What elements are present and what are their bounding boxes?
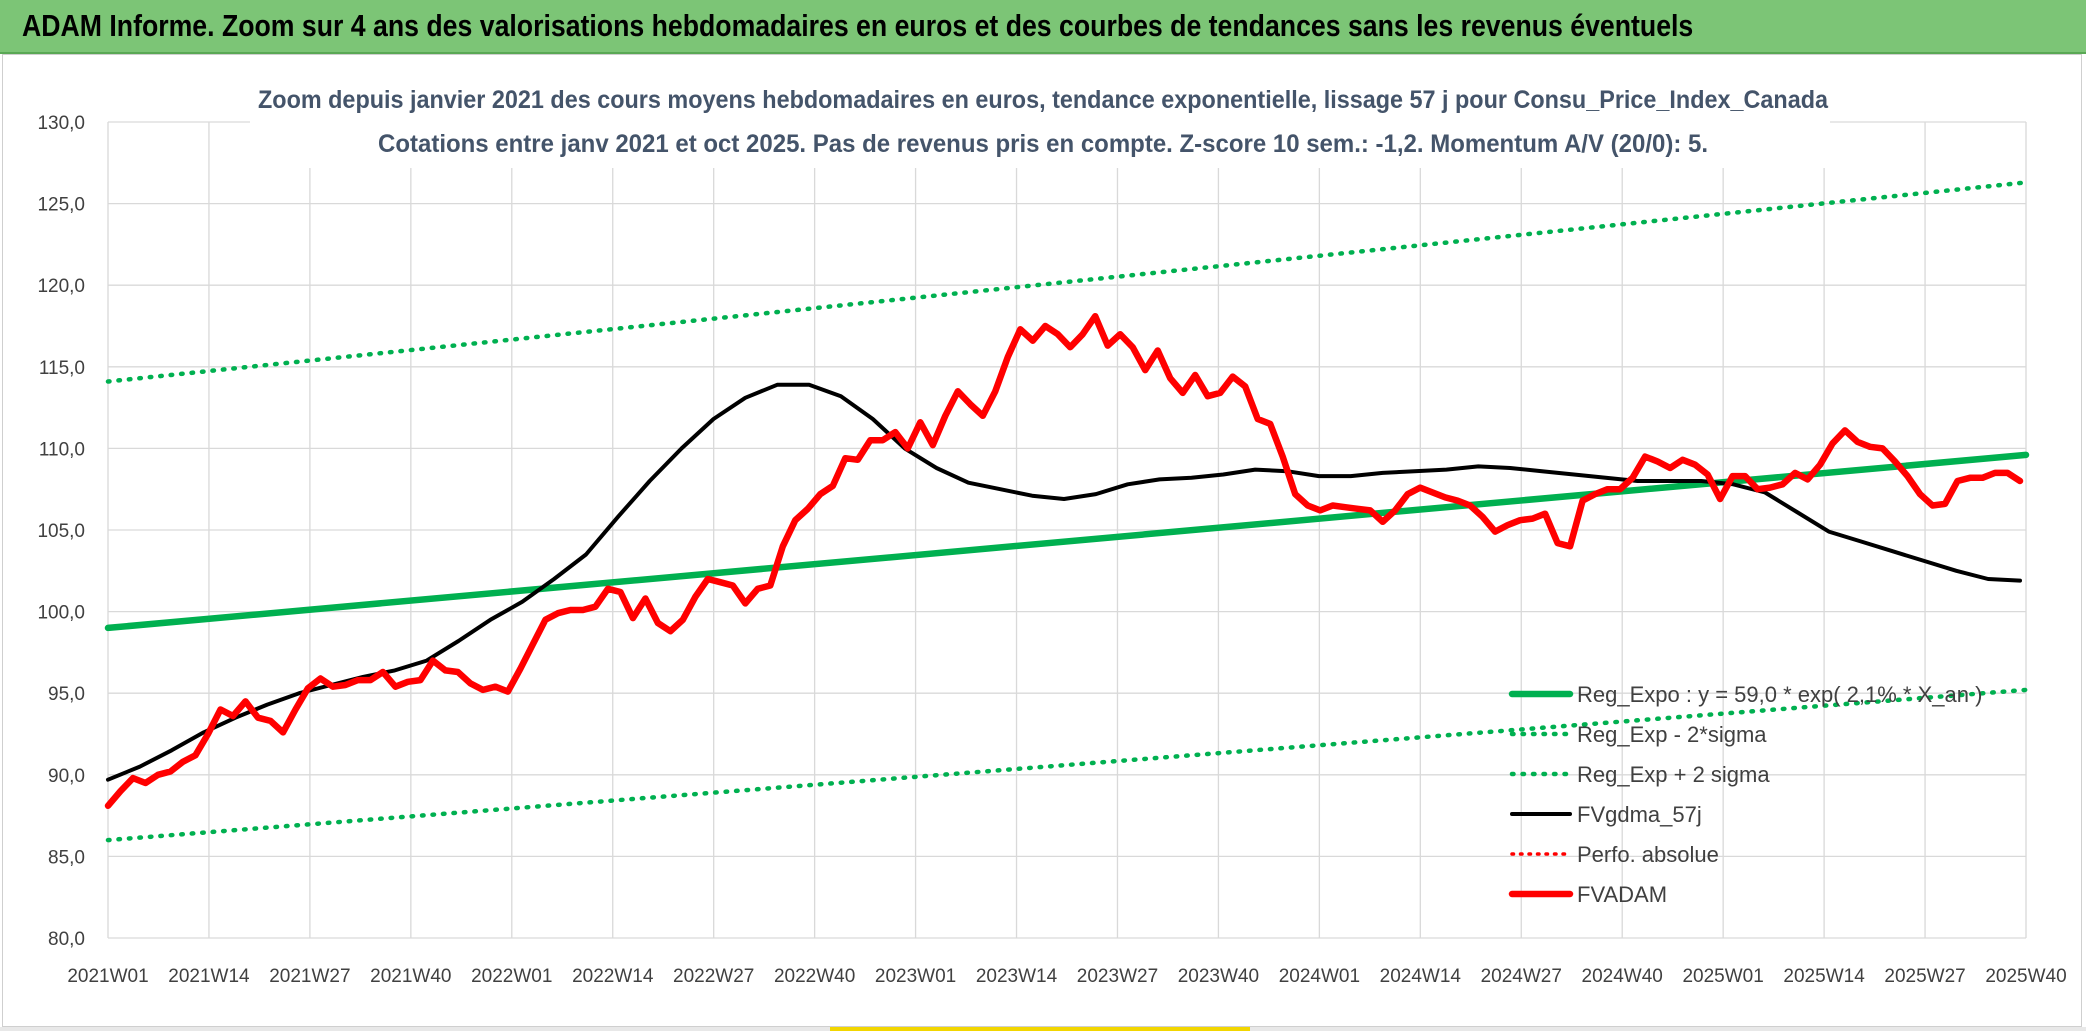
legend: Reg_Expo : y = 59,0 * exp( 2,1% * X_an )…	[1508, 682, 1982, 907]
y-axis-ticks: 80,0 85,0 90,0 95,0 100,0 105,0 110,0 115,0 120,…	[37, 113, 85, 950]
y-tick-label: 80,0	[48, 929, 85, 950]
x-tick-label: 2024W01	[1279, 966, 1360, 987]
y-tick-label: 85,0	[48, 847, 85, 868]
x-tick-label: 2023W01	[875, 966, 956, 987]
x-tick-label: 2025W01	[1682, 966, 1763, 987]
legend-label-fvadam: FVADAM	[1577, 882, 1667, 907]
chart-title-line-2: Cotations entre janv 2021 et oct 2025. P…	[378, 130, 1708, 158]
legend-label-perfo: Perfo. absolue	[1577, 842, 1719, 867]
x-tick-label: 2022W14	[572, 966, 654, 987]
chart-title: Zoom depuis janvier 2021 des cours moyen…	[250, 76, 1830, 168]
y-tick-label: 105,0	[37, 521, 85, 542]
x-tick-label: 2021W27	[269, 966, 350, 987]
legend-label-reg-exp-plus: Reg_Exp + 2 sigma	[1577, 762, 1770, 787]
x-axis-ticks: 2021W01 2021W14 2021W27 2021W40 2022W01 2022W…	[67, 966, 2066, 987]
grid	[107, 121, 2027, 939]
y-tick-label: 125,0	[37, 195, 85, 216]
x-tick-label: 2022W01	[471, 966, 552, 987]
series-fvgdma-57j	[106, 382, 2022, 782]
page-title: ADAM Informe. Zoom sur 4 ans des valoris…	[22, 8, 1694, 43]
y-tick-label: 90,0	[48, 766, 85, 787]
x-tick-label: 2021W14	[168, 966, 250, 987]
y-tick-label: 130,0	[37, 113, 85, 134]
x-tick-label: 2023W40	[1178, 966, 1259, 987]
y-tick-label: 120,0	[37, 276, 85, 297]
legend-label-reg-exp-minus: Reg_Exp - 2*sigma	[1577, 722, 1767, 747]
x-tick-label: 2022W27	[673, 966, 754, 987]
bottom-accent	[830, 1027, 1250, 1031]
legend-label-reg-expo: Reg_Expo : y = 59,0 * exp( 2,1% * X_an )	[1577, 682, 1982, 707]
y-tick-label: 110,0	[39, 439, 85, 460]
x-tick-label: 2024W40	[1582, 966, 1663, 987]
x-tick-label: 2022W40	[774, 966, 855, 987]
series-reg-expo	[104, 451, 2030, 632]
x-tick-label: 2025W40	[1985, 966, 2066, 987]
series-fvadam	[104, 312, 2024, 810]
y-tick-label: 95,0	[48, 684, 85, 705]
title-banner: ADAM Informe. Zoom sur 4 ans des valoris…	[0, 0, 2086, 54]
x-tick-label: 2023W27	[1077, 966, 1158, 987]
y-tick-label: 100,0	[37, 603, 85, 624]
x-tick-label: 2021W01	[67, 966, 148, 987]
x-tick-label: 2021W40	[370, 966, 451, 987]
chart-title-line-1: Zoom depuis janvier 2021 des cours moyen…	[258, 86, 1829, 114]
series-reg-exp-plus-2sigma	[105, 180, 2029, 384]
series	[104, 180, 2030, 843]
chart-frame	[2, 54, 2082, 1027]
legend-label-fvgdma: FVgdma_57j	[1577, 802, 1702, 827]
x-tick-label: 2025W27	[1884, 966, 1965, 987]
x-tick-label: 2023W14	[976, 966, 1058, 987]
x-tick-label: 2025W14	[1783, 966, 1865, 987]
x-tick-label: 2024W14	[1380, 966, 1462, 987]
y-tick-label: 115,0	[39, 358, 85, 379]
x-tick-label: 2024W27	[1481, 966, 1562, 987]
chart-title-background	[250, 76, 1830, 168]
